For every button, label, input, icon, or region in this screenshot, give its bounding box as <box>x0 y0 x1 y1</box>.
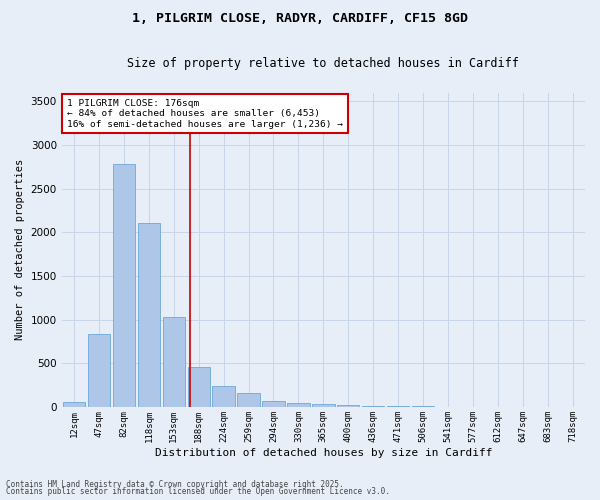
Bar <box>163 317 185 407</box>
Bar <box>238 394 260 407</box>
Bar <box>212 386 235 407</box>
Bar <box>137 222 160 407</box>
Bar <box>262 401 285 407</box>
Title: Size of property relative to detached houses in Cardiff: Size of property relative to detached ho… <box>127 58 519 70</box>
Y-axis label: Number of detached properties: Number of detached properties <box>15 159 25 340</box>
Text: Contains HM Land Registry data © Crown copyright and database right 2025.: Contains HM Land Registry data © Crown c… <box>6 480 344 489</box>
Text: 1 PILGRIM CLOSE: 176sqm
← 84% of detached houses are smaller (6,453)
16% of semi: 1 PILGRIM CLOSE: 176sqm ← 84% of detache… <box>67 99 343 128</box>
Text: 1, PILGRIM CLOSE, RADYR, CARDIFF, CF15 8GD: 1, PILGRIM CLOSE, RADYR, CARDIFF, CF15 8… <box>132 12 468 26</box>
Bar <box>63 402 85 407</box>
Bar <box>188 366 210 407</box>
Bar <box>312 404 335 407</box>
Text: Contains public sector information licensed under the Open Government Licence v3: Contains public sector information licen… <box>6 487 390 496</box>
Bar <box>88 334 110 407</box>
Bar <box>337 405 359 407</box>
Bar <box>287 403 310 407</box>
X-axis label: Distribution of detached houses by size in Cardiff: Distribution of detached houses by size … <box>155 448 492 458</box>
Bar <box>113 164 135 407</box>
Bar <box>362 406 385 407</box>
